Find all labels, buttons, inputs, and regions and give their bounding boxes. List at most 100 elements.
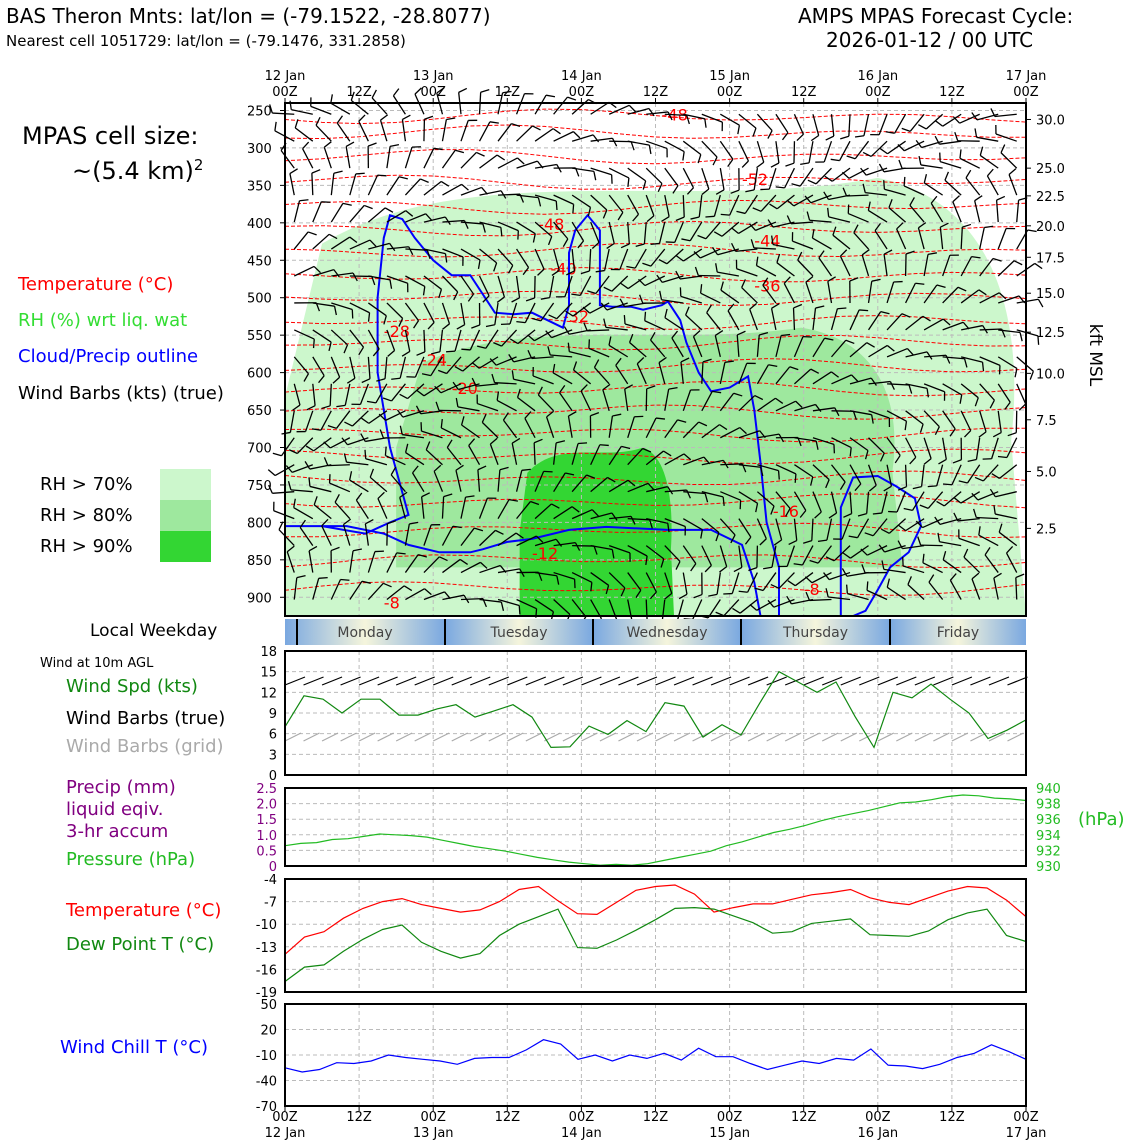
wind-barb-feather — [573, 204, 574, 213]
legend-rh: RH (%) wrt liq. wat — [18, 310, 187, 331]
wind-barb — [405, 147, 412, 168]
wind-barb-feather — [461, 349, 470, 350]
precip-label-2: liquid eqiv. — [66, 799, 163, 820]
wind-barb-feather — [368, 143, 376, 146]
wind-barb — [587, 330, 609, 331]
wind-barb-grid — [322, 733, 338, 741]
wind-barb-feather — [1001, 145, 1005, 153]
kft-tick-label: 17.5 — [1036, 251, 1065, 266]
wind-barb-feather — [356, 173, 365, 174]
wind-barb-grid — [785, 733, 801, 741]
wind-barb — [776, 114, 788, 132]
bottom-hour-label: 00Z — [1013, 1110, 1039, 1125]
kft-tick-label: 10.0 — [1036, 367, 1065, 382]
legend-rh90-swatch — [160, 531, 211, 562]
wind-barb-true — [507, 677, 527, 685]
wind-barb — [921, 165, 943, 168]
pressure-tick-label: 250 — [247, 104, 272, 119]
wind-barb-grid — [822, 733, 838, 741]
top-hour-label: 00Z — [865, 85, 891, 100]
top-date-label: 16 Jan — [857, 69, 898, 84]
wind-barb-true — [674, 677, 694, 685]
wind-barb-true — [748, 677, 768, 685]
wind-barb-true — [415, 677, 435, 685]
wind-barb-feather — [546, 95, 555, 97]
wind-barb-feather — [402, 115, 410, 119]
wind-barb-grid — [841, 733, 857, 741]
wind-barb-feather — [594, 171, 596, 180]
legend-wind-barbs: Wind Barbs (kts) (true) — [18, 383, 224, 404]
wind-barb-true — [767, 677, 787, 685]
wind-barb — [480, 191, 502, 195]
wind-barb — [393, 96, 405, 114]
cell-size-label: MPAS cell size: — [22, 122, 198, 150]
wind-barb-feather — [372, 90, 376, 98]
wind-barb — [646, 600, 647, 622]
wind-barb-true — [489, 677, 509, 685]
top-hour-label: 12Z — [346, 85, 372, 100]
wind-barb-true — [581, 677, 601, 685]
wind-barb — [757, 141, 763, 162]
wind-barb-feather — [308, 232, 317, 235]
wind-barb — [303, 149, 313, 168]
wind-barb-true — [600, 677, 620, 685]
top-hour-label: 00Z — [569, 85, 595, 100]
wind-barb-feather — [455, 150, 464, 152]
wind-barb-feather — [364, 205, 372, 208]
wind-barb-feather — [273, 453, 282, 455]
isotherm-label: -48 — [538, 215, 564, 234]
wind-barb — [331, 203, 343, 222]
windchill-tick-label: 50 — [260, 998, 277, 1013]
wind-barb-true — [378, 677, 398, 685]
wind-tick-label: 6 — [269, 728, 277, 743]
wind-tick-label: 18 — [260, 645, 277, 660]
kft-tick-label: 25.0 — [1036, 162, 1065, 177]
wind-barb-feather — [420, 179, 428, 182]
wind-barb-feather — [658, 184, 662, 192]
wind-barb-feather — [826, 136, 834, 140]
top-hour-label: 00Z — [272, 85, 298, 100]
wind-barb-feather — [399, 177, 408, 179]
pressure-tick-label: 450 — [247, 254, 272, 269]
wind-barbs-grid-label: Wind Barbs (grid) — [66, 736, 224, 757]
wind-barb-true — [656, 677, 676, 685]
precip-label-3: 3-hr accum — [66, 821, 168, 842]
wind-barb — [295, 128, 313, 141]
precip-tick-label: 1.5 — [256, 813, 277, 828]
dewpoint-label: Dew Point T (°C) — [66, 934, 214, 955]
pressure-tick-label: 850 — [247, 554, 272, 569]
wind-barb — [535, 129, 553, 142]
wind-barb — [1009, 174, 1017, 195]
wind-barb — [987, 176, 998, 195]
pressure-tick-label: 934 — [1036, 829, 1061, 844]
wind-barb — [1017, 384, 1026, 404]
wind-barb-feather — [924, 174, 926, 183]
wind-barb — [945, 180, 961, 195]
wind-barb — [977, 137, 999, 141]
wind-barb — [424, 330, 425, 352]
windchill-tick-label: -10 — [256, 1049, 277, 1064]
wind-barb-true — [341, 677, 361, 685]
temp-tick-label: -13 — [256, 941, 277, 956]
wind-barb — [980, 228, 985, 250]
wind-barb — [940, 162, 961, 169]
wind-barb-feather — [385, 447, 386, 456]
precip-tick-label: 2.0 — [256, 798, 277, 813]
wind-barb-feather — [953, 196, 960, 202]
top-date-label: 12 Jan — [265, 69, 306, 84]
wind-barb — [794, 308, 795, 330]
wind-barb-feather — [757, 162, 764, 167]
wind-barb-grid — [933, 733, 949, 741]
wind-barb-feather — [556, 201, 557, 210]
wind-barb-feather — [808, 180, 816, 184]
wind-barb-feather — [831, 159, 840, 160]
wind-barb-feather — [1009, 169, 1016, 175]
legend-rh90-label: RH > 90% — [40, 536, 133, 557]
wind-barb-feather — [945, 172, 948, 180]
wind-barb — [442, 150, 455, 168]
forecast-cycle: 2026-01-12 / 00 UTC — [826, 28, 1033, 52]
legend-rh80-swatch — [160, 500, 211, 531]
pressure-tick-label: 930 — [1036, 860, 1061, 875]
wind-barb-grid — [452, 733, 468, 741]
wind-barb-feather — [295, 119, 298, 128]
